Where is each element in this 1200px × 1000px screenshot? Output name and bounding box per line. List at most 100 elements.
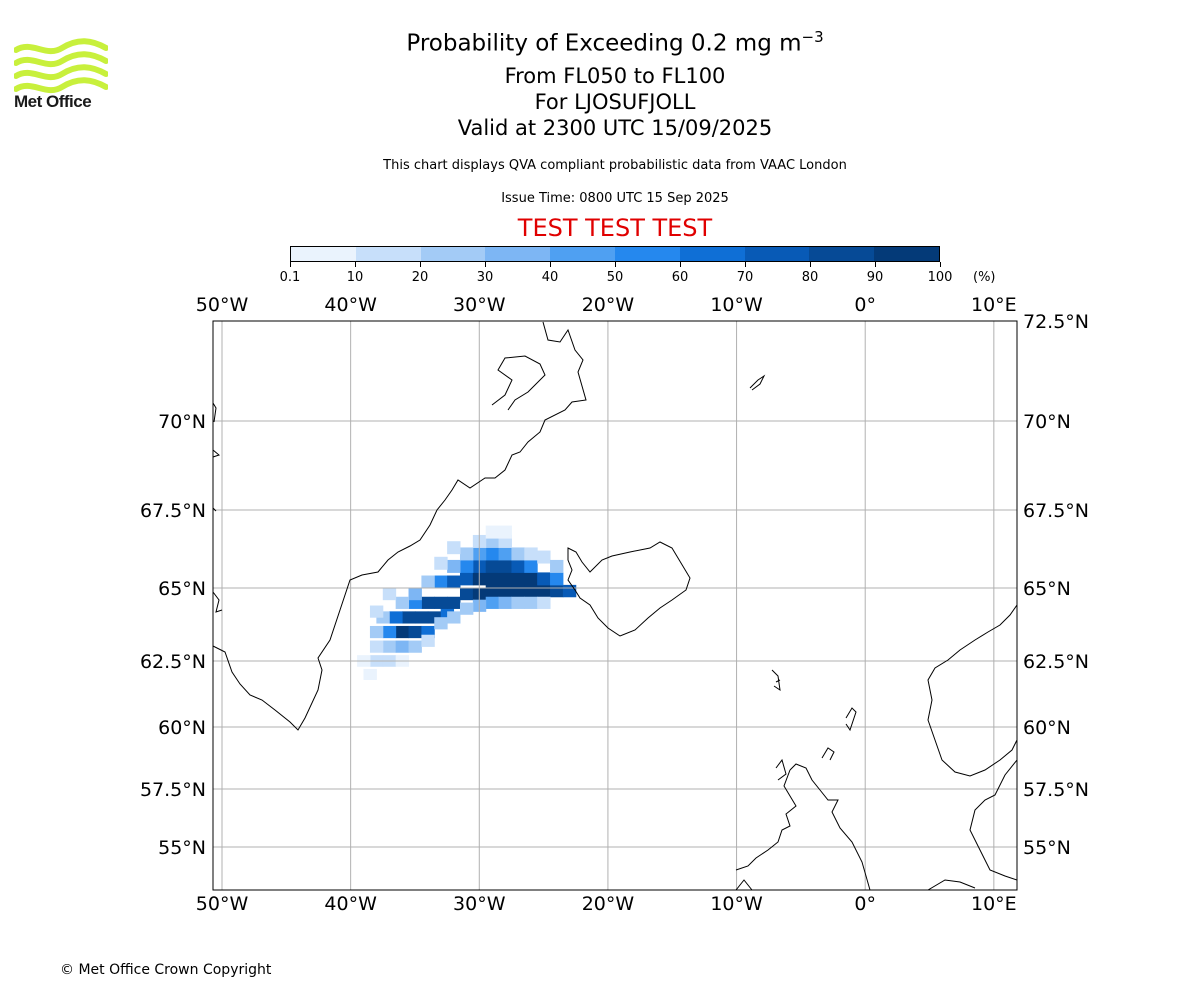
- plume-cell: [427, 611, 442, 624]
- plume-cell: [459, 547, 474, 561]
- plume-cell: [550, 584, 564, 598]
- plume-cell: [408, 596, 422, 609]
- plume-cell: [421, 575, 435, 589]
- ash-probability-plume: [357, 525, 577, 680]
- lon-label-bottom: 0°: [854, 893, 876, 915]
- plume-cell: [395, 596, 410, 609]
- colorbar-tick: [810, 262, 811, 267]
- plume-cell: [524, 559, 538, 573]
- logo-wave: [14, 51, 108, 68]
- colorbar-tick: [550, 262, 551, 267]
- plume-cell: [511, 596, 525, 609]
- plume-cell: [485, 525, 500, 539]
- plume-cell: [498, 572, 512, 586]
- plume-cell: [511, 547, 525, 561]
- lat-label-left: 55°N: [158, 837, 206, 859]
- plume-cell: [447, 596, 461, 609]
- plume-cell: [459, 602, 474, 615]
- lon-label-bottom: 10°E: [971, 893, 1017, 915]
- copyright-notice: © Met Office Crown Copyright: [60, 962, 272, 978]
- lon-label-bottom: 30°W: [453, 893, 506, 915]
- plume-cell: [447, 575, 461, 589]
- issue-time: Issue Time: 0800 UTC 15 Sep 2025: [501, 191, 729, 206]
- plume-cell: [485, 534, 500, 548]
- plume-cell: [376, 611, 390, 624]
- lat-label-right: 65°N: [1023, 578, 1071, 600]
- lat-label-right: 55°N: [1023, 837, 1071, 859]
- plume-cell: [511, 584, 525, 598]
- plume-cell: [498, 534, 512, 548]
- plume-cell: [537, 584, 551, 598]
- plume-cell: [369, 605, 384, 618]
- lat-label-right: 57.5°N: [1023, 779, 1089, 801]
- plume-cell: [472, 588, 487, 601]
- colorbar-label: 90: [866, 270, 884, 285]
- lon-label-top: 30°W: [453, 294, 506, 316]
- plume-cell: [472, 534, 487, 548]
- logo-wave: [14, 38, 108, 55]
- lat-label-left: 67.5°N: [140, 500, 206, 522]
- lon-label-top: 40°W: [324, 294, 377, 316]
- colorbar-segment: [550, 247, 615, 261]
- plume-cell: [524, 572, 538, 586]
- lat-label-left: 62.5°N: [140, 651, 206, 673]
- plume-cell: [382, 625, 397, 639]
- colorbar-segment: [744, 247, 810, 261]
- plume-cell: [447, 541, 461, 555]
- plume-cell: [498, 596, 512, 609]
- colorbar-segment: [809, 247, 875, 261]
- colorbar-tick: [485, 262, 486, 267]
- colorbar-label: 20: [411, 270, 429, 285]
- colorbar-label: 50: [606, 270, 624, 285]
- colorbar-segment: [874, 247, 939, 261]
- plume-cell: [369, 625, 384, 639]
- map-gridlines: [213, 321, 1017, 890]
- colorbar-segment: [291, 247, 356, 261]
- plume-cell: [459, 588, 474, 601]
- colorbar-label: 80: [801, 270, 819, 285]
- iceland-coast: [567, 541, 691, 637]
- plume-cell: [408, 625, 422, 639]
- plume-cell: [434, 617, 448, 630]
- plume-cell: [498, 547, 512, 561]
- lon-label-bottom: 20°W: [582, 893, 635, 915]
- plume-cell: [485, 559, 500, 573]
- plume-cell: [389, 611, 403, 624]
- colorbar-segment: [485, 247, 551, 261]
- lat-label-right: 67.5°N: [1023, 500, 1089, 522]
- plume-cell: [459, 559, 474, 573]
- coastlines: [212, 321, 1018, 891]
- colorbar-unit: (%): [973, 270, 996, 285]
- plume-cell: [402, 611, 416, 624]
- plume-cell: [472, 559, 487, 573]
- plume-cell: [537, 550, 551, 564]
- plume-cell: [421, 625, 435, 639]
- met-office-logo-text: Met Office: [14, 92, 92, 111]
- colorbar-tick: [420, 262, 421, 267]
- lat-label-right: 72.5°N: [1023, 311, 1089, 333]
- orkney: [821, 747, 835, 761]
- plume-cell: [472, 547, 487, 561]
- plume-cell: [472, 572, 487, 586]
- lon-label-bottom: 40°W: [324, 893, 377, 915]
- flight-level-range: From FL050 to FL100: [504, 64, 726, 88]
- colorbar-label: 60: [671, 270, 689, 285]
- plume-cell: [485, 572, 500, 586]
- colorbar-label: 0.1: [279, 270, 301, 285]
- met-office-logo: [14, 38, 108, 94]
- plume-cell: [421, 596, 435, 609]
- colorbar-tick: [355, 262, 356, 267]
- plume-cell: [498, 525, 512, 539]
- shetland: [845, 707, 857, 732]
- colorbar-segment: [355, 247, 421, 261]
- plume-cell: [562, 584, 577, 598]
- sweden-denmark: [927, 759, 1018, 891]
- plume-cell: [421, 634, 435, 647]
- plume-cell: [395, 640, 410, 653]
- plume-cell: [498, 559, 512, 573]
- lat-label-left: 70°N: [158, 411, 206, 433]
- plume-cell: [382, 640, 397, 653]
- plume-cell: [524, 547, 538, 561]
- plume-cell: [408, 588, 422, 601]
